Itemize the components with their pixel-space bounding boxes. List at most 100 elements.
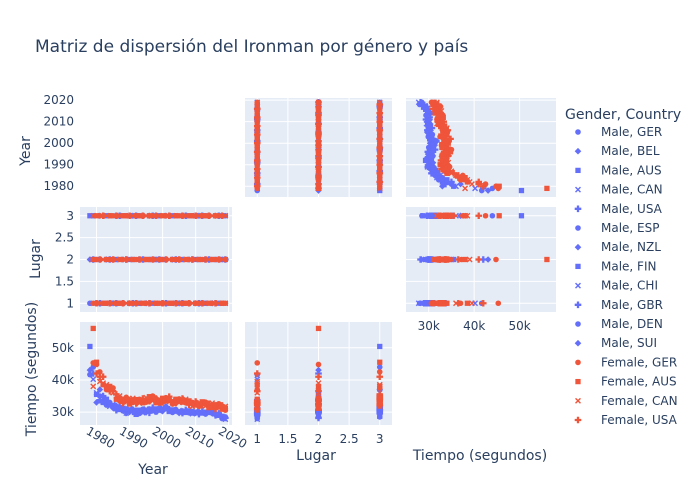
data-point xyxy=(159,299,166,307)
legend-marker xyxy=(575,359,581,366)
data-point xyxy=(376,373,384,381)
data-point xyxy=(377,343,383,350)
data-point xyxy=(103,300,110,307)
data-point xyxy=(448,168,455,175)
data-point xyxy=(462,185,469,192)
data-point xyxy=(152,395,160,402)
legend-label: Male, ESP xyxy=(601,221,660,235)
data-point xyxy=(182,406,190,414)
data-point xyxy=(315,366,322,374)
x-tick-label: 1990 xyxy=(117,424,150,451)
data-point xyxy=(376,109,384,117)
legend-label: Male, NZL xyxy=(601,240,661,254)
legend-item: Male, ESP xyxy=(575,221,660,235)
y-tick-label: 1.5 xyxy=(55,274,74,288)
x-tick-label: 50k xyxy=(509,319,531,333)
legend-label: Male, USA xyxy=(601,202,663,216)
data-point xyxy=(120,256,126,263)
data-point xyxy=(444,126,452,134)
data-point xyxy=(448,178,455,186)
data-point xyxy=(90,325,96,332)
data-point xyxy=(209,300,215,307)
data-point xyxy=(222,414,229,420)
legend-item: Male, FIN xyxy=(575,259,656,273)
data-point xyxy=(149,393,156,399)
data-point xyxy=(116,403,123,410)
data-point xyxy=(113,212,120,220)
data-point xyxy=(123,212,130,219)
legend: Gender, Country Male, GER Male, BEL Male, … xyxy=(565,107,681,427)
legend-item: Male, GBR xyxy=(574,298,663,312)
data-point xyxy=(162,256,170,263)
data-point xyxy=(99,212,107,220)
data-point xyxy=(202,256,209,263)
data-point xyxy=(376,369,383,375)
data-point xyxy=(90,383,97,390)
data-point xyxy=(460,172,466,179)
panel-tiempo-vs-year xyxy=(80,322,232,425)
data-point xyxy=(173,256,179,263)
data-point xyxy=(93,299,100,307)
data-point xyxy=(376,178,384,186)
data-point xyxy=(428,300,435,307)
legend-label: Male, AUS xyxy=(601,163,662,177)
data-point xyxy=(253,122,261,130)
x-tick-label: 40k xyxy=(463,319,485,333)
data-point xyxy=(254,360,261,366)
data-point xyxy=(489,212,496,219)
data-point xyxy=(376,101,384,108)
legend-label: Female, GER xyxy=(601,355,677,369)
data-point xyxy=(90,300,97,307)
data-point xyxy=(376,118,384,125)
data-point xyxy=(376,126,384,134)
axes: Year Lugar Tiempo (segundos) Year Lugar … xyxy=(18,136,547,478)
data-point xyxy=(315,120,322,128)
data-point xyxy=(475,256,483,263)
legend-marker xyxy=(575,321,581,327)
data-point xyxy=(93,359,100,365)
data-point xyxy=(149,404,156,411)
data-point xyxy=(496,213,502,219)
panel-tiempo-vs-lugar xyxy=(245,322,392,425)
x-tick-label: 2 xyxy=(315,432,323,446)
data-points xyxy=(86,325,229,423)
data-point xyxy=(215,256,223,263)
data-point xyxy=(433,212,440,219)
data-point xyxy=(109,387,117,395)
data-points xyxy=(253,99,384,194)
legend-marker xyxy=(574,416,582,424)
data-point xyxy=(315,373,322,381)
data-point xyxy=(96,256,104,263)
data-point xyxy=(415,300,422,307)
data-point xyxy=(156,300,163,307)
data-point xyxy=(435,299,443,307)
legend-marker xyxy=(574,339,582,347)
y-tick-label: 50k xyxy=(52,341,74,355)
data-point xyxy=(482,181,489,187)
y-tick-label: 1990 xyxy=(43,158,74,172)
data-point xyxy=(175,256,183,263)
legend-marker xyxy=(574,147,582,155)
data-point xyxy=(495,300,502,307)
data-point xyxy=(376,385,383,391)
data-point xyxy=(133,256,139,263)
legend-marker xyxy=(575,167,581,174)
data-point xyxy=(205,400,213,408)
panel-year-vs-lugar xyxy=(245,98,392,197)
data-point xyxy=(464,300,471,306)
y-tick-label: 1 xyxy=(66,296,74,310)
legend-label: Male, CAN xyxy=(601,183,663,197)
data-point xyxy=(198,408,206,415)
data-point xyxy=(126,212,133,220)
legend-marker xyxy=(575,225,581,231)
x-axis-title-tiempo: Tiempo (segundos) xyxy=(412,448,547,464)
data-point xyxy=(186,256,192,263)
data-points xyxy=(415,99,550,194)
data-point xyxy=(199,256,206,263)
legend-item: Female, USA xyxy=(574,413,678,427)
data-point xyxy=(89,370,97,377)
data-point xyxy=(87,343,93,350)
data-point xyxy=(86,366,94,374)
data-point xyxy=(218,212,226,220)
